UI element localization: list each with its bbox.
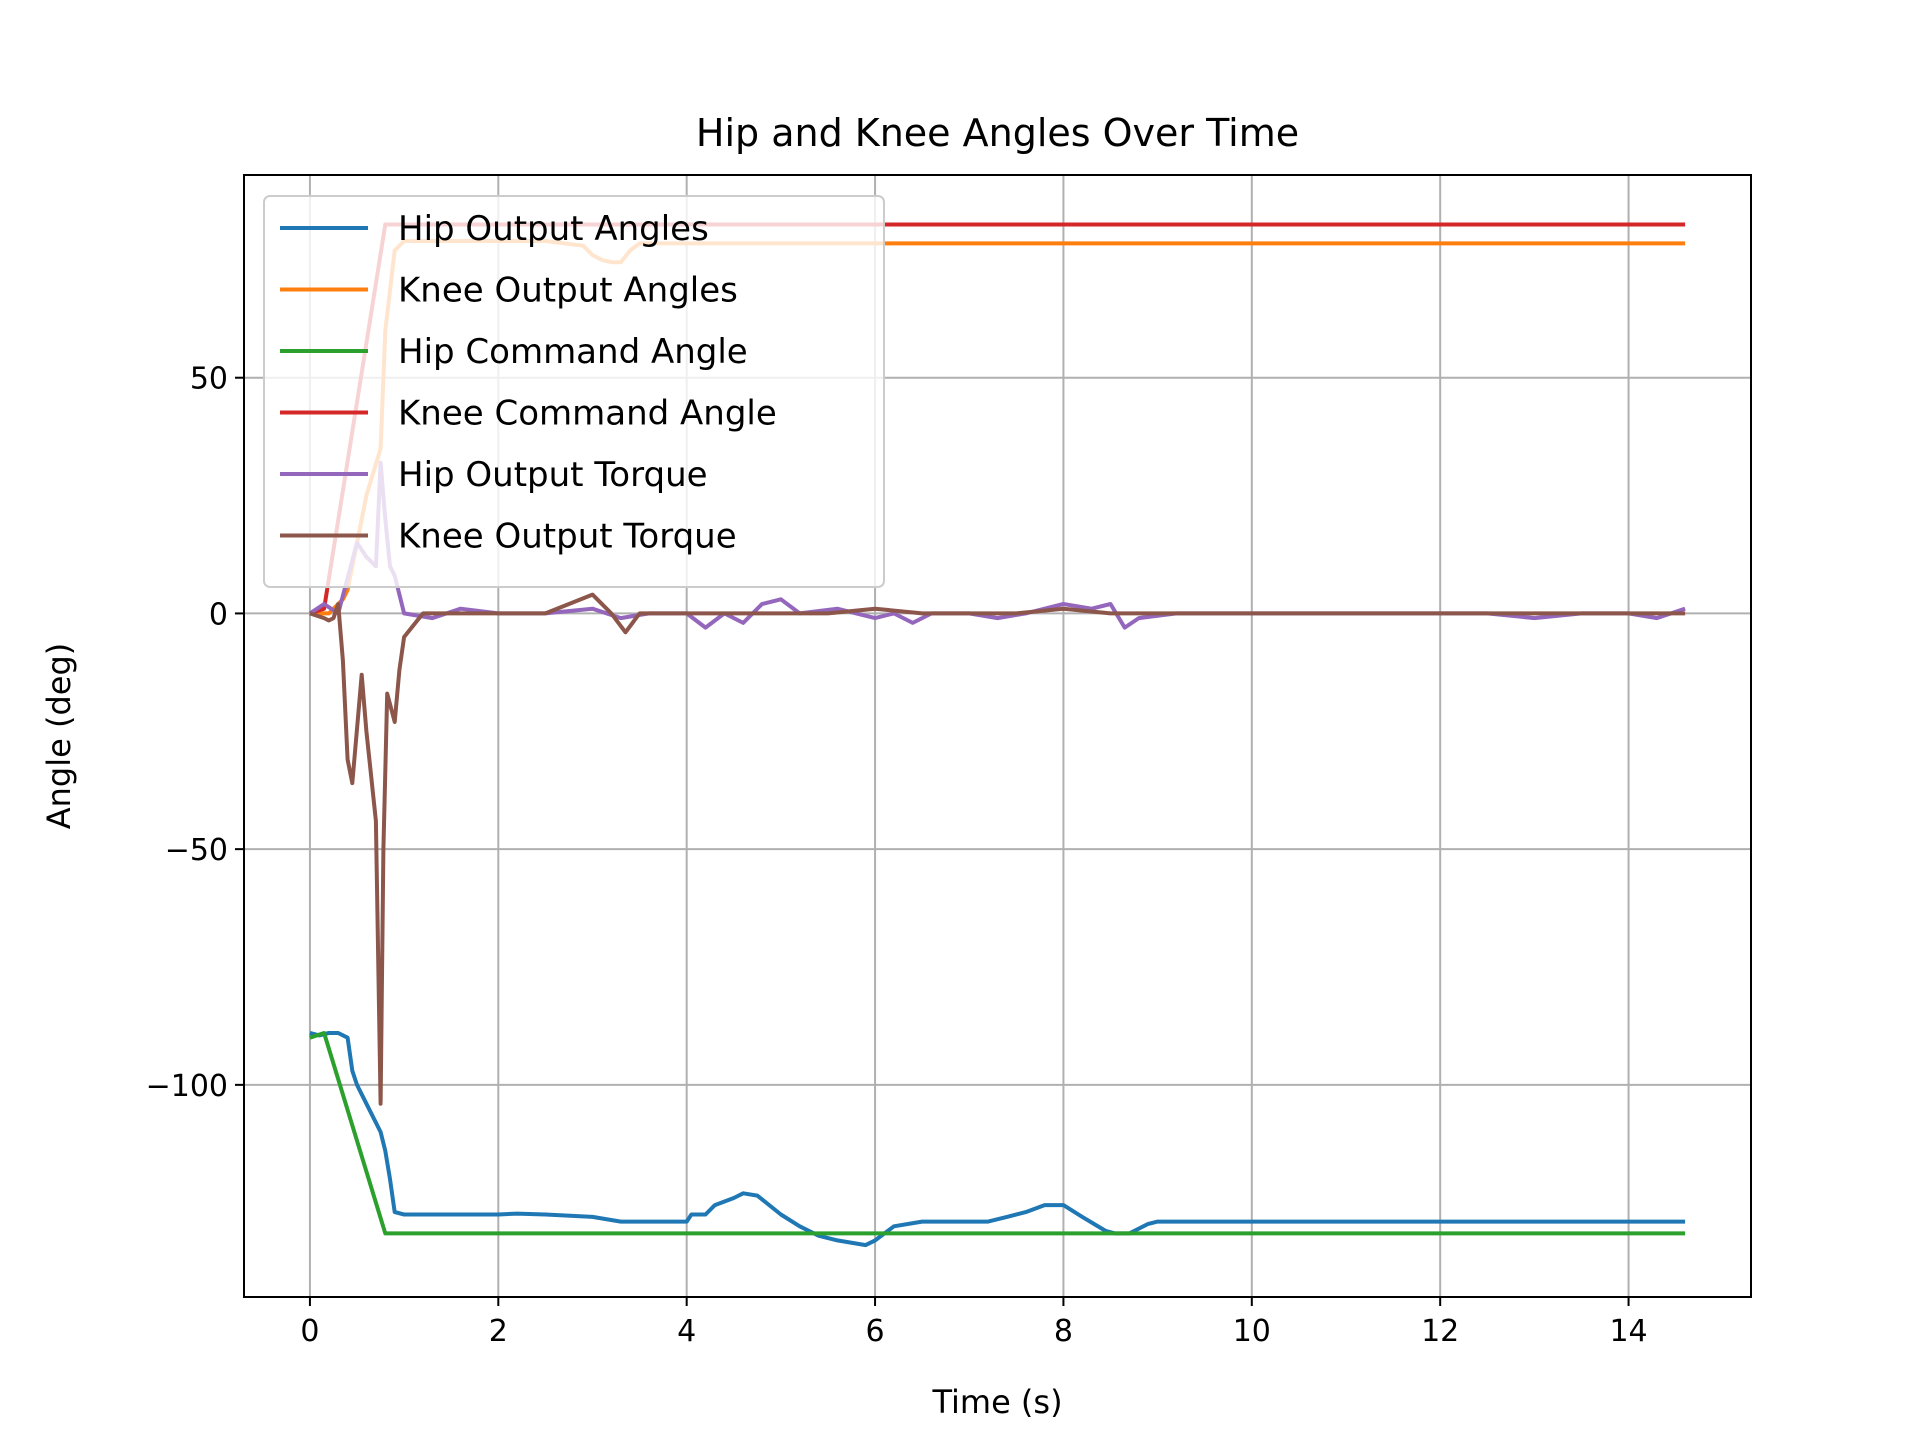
series-line-3 — [309, 1031, 1686, 1236]
ticks: 0 2 4 6 8 10 12 14 50 0 −50 −100 — [146, 362, 1648, 1349]
legend-label: Hip Output Angles — [398, 209, 709, 249]
y-tick-label: 0 — [209, 597, 228, 632]
x-axis-label: Time (s) — [931, 1383, 1062, 1421]
y-tick-label: −50 — [165, 833, 228, 868]
legend-label: Knee Output Angles — [398, 271, 738, 311]
x-tick-label: 10 — [1233, 1314, 1271, 1349]
legend: Hip Output Angles Knee Output Angles Hip C… — [263, 195, 885, 588]
x-tick-label: 4 — [677, 1314, 696, 1349]
chart-title: Hip and Knee Angles Over Time — [696, 111, 1299, 155]
legend-label: Hip Output Torque — [398, 455, 708, 495]
legend-label: Knee Output Torque — [398, 517, 737, 557]
y-axis-label: Angle (deg) — [40, 643, 78, 830]
y-tick-label: −100 — [146, 1069, 228, 1104]
x-tick-label: 0 — [300, 1314, 319, 1349]
y-tick-label: 50 — [190, 362, 228, 397]
legend-label: Knee Command Angle — [398, 394, 777, 434]
x-tick-label: 2 — [489, 1314, 508, 1349]
x-tick-label: 12 — [1421, 1314, 1459, 1349]
x-tick-label: 8 — [1054, 1314, 1073, 1349]
legend-box — [263, 195, 885, 588]
x-tick-label: 6 — [866, 1314, 885, 1349]
series-line-1 — [309, 1031, 1686, 1248]
x-tick-label: 14 — [1609, 1314, 1647, 1349]
series-line-6 — [309, 592, 1686, 1106]
legend-label: Hip Command Angle — [398, 332, 748, 372]
plot-frame — [243, 174, 1752, 1298]
